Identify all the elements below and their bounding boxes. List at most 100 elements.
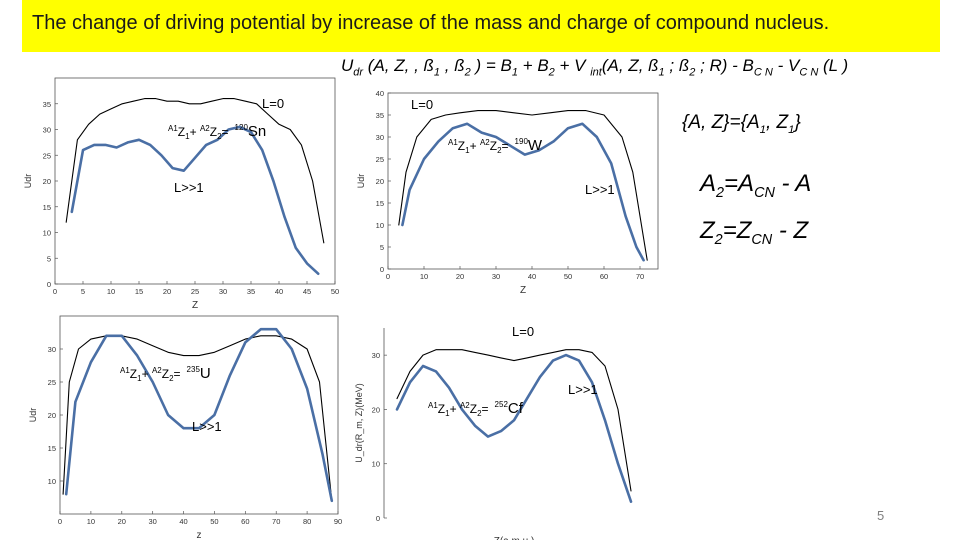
fragment-2-symbol: Z	[162, 367, 169, 381]
y-tick-label: 40	[376, 89, 384, 98]
x-tick-label: 15	[135, 287, 143, 296]
y-tick-label: 25	[43, 151, 51, 160]
y-tick-label: 15	[376, 199, 384, 208]
x-tick-label: 0	[386, 272, 390, 281]
series-line-Lhigh	[395, 353, 633, 503]
y-tick-label: 0	[47, 280, 51, 289]
x-tick-label: 10	[87, 517, 95, 526]
y-tick-label: 30	[376, 133, 384, 142]
x-tick-label: 0	[53, 287, 57, 296]
y-tick-label: 5	[380, 243, 384, 252]
fragment-1-subscript: 1	[185, 132, 190, 141]
equals-sign: =	[222, 125, 229, 139]
compound-mass-number: 235	[187, 365, 201, 374]
mass-number-1: A1	[120, 366, 130, 375]
x-axis-label: z	[197, 530, 202, 540]
x-tick-label: 50	[331, 287, 339, 296]
chart-sn120: 0 5 10 15 20 25 30 35 40 45 50 0 5 10 15 20 25 30 35 Z Udr L=…	[23, 77, 339, 311]
x-tick-label: 50	[210, 517, 218, 526]
compound-mass-number: 190	[515, 137, 529, 146]
x-tick-label: 45	[303, 287, 311, 296]
plus-sign: +	[142, 367, 152, 381]
compound-mass-number: 252	[495, 400, 509, 409]
y-tick-label: 0	[376, 514, 380, 523]
y-axis-label: Udr	[28, 408, 38, 423]
y-axis-label: Udr	[356, 174, 366, 189]
y-tick-label: 15	[43, 203, 51, 212]
y-tick-label: 35	[376, 111, 384, 120]
y-tick-label: 5	[47, 254, 51, 263]
x-tick-label: 90	[334, 517, 342, 526]
equals-sign: =	[482, 402, 489, 416]
equals-sign: =	[502, 139, 509, 153]
y-tick-label: 30	[43, 126, 51, 135]
fragment-1-symbol: Z	[130, 367, 137, 381]
z2-relation: Z2=ZCN - Z	[700, 217, 809, 248]
y-tick-label: 10	[48, 477, 56, 486]
y-tick-label: 10	[43, 229, 51, 238]
x-tick-label: 0	[58, 517, 62, 526]
x-tick-label: 10	[420, 272, 428, 281]
x-tick-label: 35	[247, 287, 255, 296]
reaction-label: A1Z1+ A2Z2= 235U	[120, 365, 211, 383]
fragment-2-symbol: Z	[470, 402, 477, 416]
plot-frame	[387, 92, 659, 270]
mass-number-1: A1	[168, 124, 178, 133]
reaction-label: A1Z1+ A2Z2= 120Sn	[168, 123, 266, 141]
fragment-2-symbol: Z	[210, 125, 217, 139]
compound-symbol: Cf	[508, 400, 524, 417]
mass-number-1: A1	[428, 401, 438, 410]
x-tick-label: 25	[191, 287, 199, 296]
x-tick-label: 60	[600, 272, 608, 281]
x-tick-label: 20	[163, 287, 171, 296]
fragment-1-symbol: Z	[438, 402, 445, 416]
x-tick-label: 60	[241, 517, 249, 526]
fragment-2-subscript: 2	[497, 146, 502, 155]
y-tick-label: 15	[48, 444, 56, 453]
fragment-1-subscript: 1	[465, 146, 470, 155]
plus-sign: +	[450, 402, 460, 416]
fragment-1-subscript: 1	[445, 409, 450, 418]
x-axis-label: Z	[520, 285, 526, 296]
x-axis-label: Z	[192, 300, 198, 311]
fragment-2-subscript: 2	[169, 374, 174, 383]
y-tick-label: 20	[372, 405, 380, 414]
fragment-2-subscript: 2	[477, 409, 482, 418]
chart-cf252: 0 10 20 30 Z(a.m.u.) U_dr(R_m, Z)(MeV) L=0 L>>1…	[354, 324, 633, 540]
mass-number-2: A2	[152, 366, 162, 375]
driving-potential-formula: Udr (A, Z, , ß1 , ß2 ) = B1 + B2 + V int…	[341, 56, 849, 79]
fragment-2-symbol: Z	[490, 139, 497, 153]
label-Lhigh: L>>1	[174, 180, 204, 195]
fragment-1-subscript: 1	[137, 374, 142, 383]
mass-number-2: A2	[200, 124, 210, 133]
mass-number-1: A1	[448, 138, 458, 147]
x-tick-label: 50	[564, 272, 572, 281]
y-axis-label: U_dr(R_m, Z)(MeV)	[354, 383, 364, 463]
y-tick-label: 20	[43, 177, 51, 186]
compound-symbol: Sn	[248, 123, 266, 140]
x-tick-label: 70	[636, 272, 644, 281]
series-line-Lhigh	[401, 122, 645, 262]
label-Lhigh: L>>1	[192, 419, 222, 434]
label-L0: L=0	[411, 97, 433, 112]
series-line-Lhigh	[64, 327, 334, 503]
x-axis-label: Z(a.m.u.)	[494, 536, 535, 540]
series-line-L0	[62, 335, 333, 502]
x-tick-label: 5	[81, 287, 85, 296]
y-tick-label: 0	[380, 265, 384, 274]
x-tick-label: 80	[303, 517, 311, 526]
y-tick-label: 20	[48, 411, 56, 420]
y-axis-label: Udr	[23, 174, 33, 189]
equals-sign: =	[174, 367, 181, 381]
fragment-1-symbol: Z	[458, 139, 465, 153]
x-tick-label: 40	[528, 272, 536, 281]
x-tick-label: 40	[275, 287, 283, 296]
compound-symbol: U	[200, 365, 211, 382]
reaction-label: A1Z1+ A2Z2= 190W	[448, 137, 543, 155]
compound-mass-number: 120	[235, 123, 249, 132]
x-tick-label: 30	[148, 517, 156, 526]
chart-w190: 0 10 20 30 40 50 60 700510152025303540ZUdrL=0L>…	[356, 89, 659, 296]
series-line-L0	[65, 98, 325, 244]
compound-symbol: W	[528, 137, 543, 154]
y-tick-label: 30	[48, 345, 56, 354]
